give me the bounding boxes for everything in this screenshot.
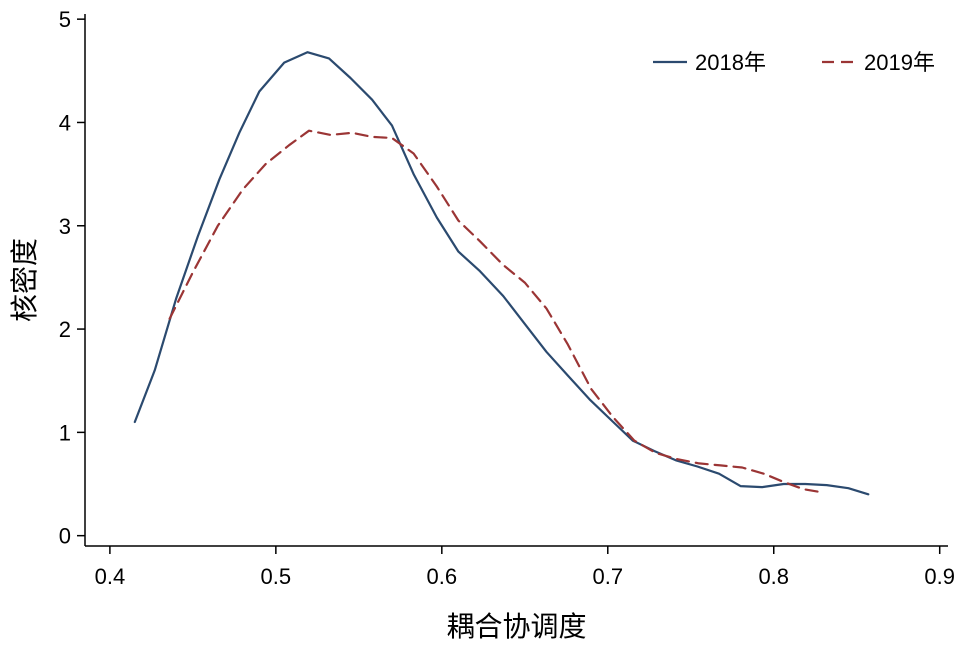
y-axis-title: 核密度	[8, 238, 41, 322]
y-ticks: 0 1 2 3 4 5	[59, 7, 85, 549]
legend-label-1: 2018年	[695, 50, 766, 75]
y-tick-label: 1	[59, 420, 71, 445]
x-ticks: 0.4 0.5 0.6 0.7 0.8 0.9	[95, 546, 955, 589]
series-line-2	[168, 129, 823, 494]
y-tick-label: 3	[59, 214, 71, 239]
legend-label-2: 2019年	[864, 50, 935, 75]
x-tick-label: 0.5	[261, 564, 292, 589]
x-tick-label: 0.7	[592, 564, 623, 589]
x-tick-label: 0.4	[95, 564, 126, 589]
legend: 2018年 2019年	[653, 50, 935, 75]
x-axis-title: 耦合协调度	[446, 610, 586, 643]
x-tick-label: 0.8	[758, 564, 789, 589]
y-tick-label: 0	[59, 524, 71, 549]
y-tick-label: 5	[59, 7, 71, 32]
series-layer	[133, 51, 870, 496]
y-tick-label: 4	[59, 110, 71, 135]
x-tick-label: 0.6	[427, 564, 458, 589]
y-tick-label: 2	[59, 317, 71, 342]
series-line-1	[133, 51, 870, 496]
axes	[84, 14, 948, 547]
x-tick-label: 0.9	[924, 564, 955, 589]
